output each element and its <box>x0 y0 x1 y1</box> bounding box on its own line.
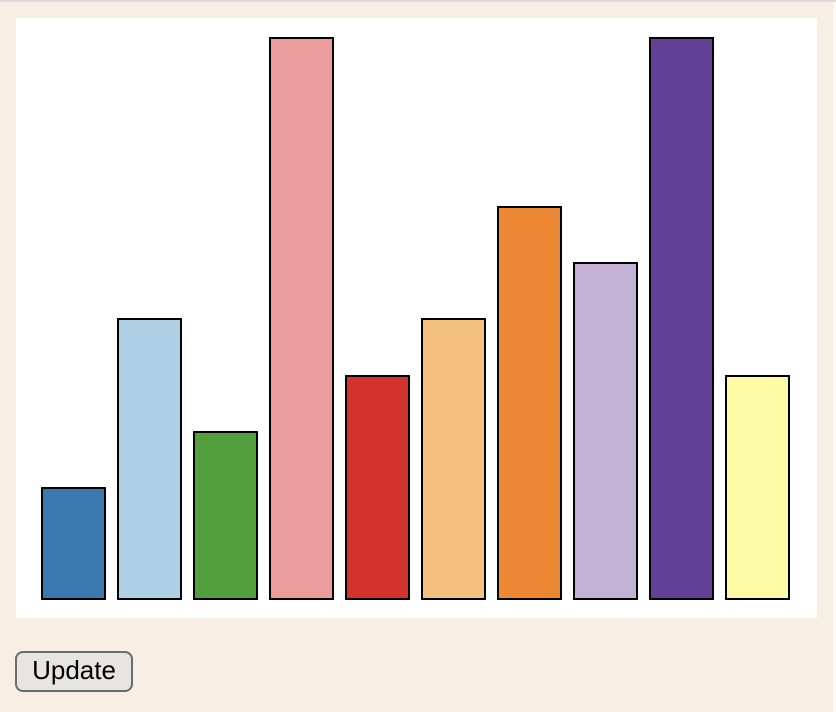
bar-chart-canvas <box>16 18 817 618</box>
bar-1 <box>41 487 106 600</box>
bar-9 <box>649 37 714 600</box>
bar-3 <box>193 431 258 600</box>
bar-6 <box>421 318 486 600</box>
bar-8 <box>573 262 638 600</box>
bar-2 <box>117 318 182 600</box>
window-right-edge <box>833 2 836 712</box>
update-button[interactable]: Update <box>15 651 133 692</box>
bar-5 <box>345 375 410 600</box>
window-top-edge <box>0 0 836 2</box>
bar-10 <box>725 375 790 600</box>
bar-7 <box>497 206 562 600</box>
bar-4 <box>269 37 334 600</box>
